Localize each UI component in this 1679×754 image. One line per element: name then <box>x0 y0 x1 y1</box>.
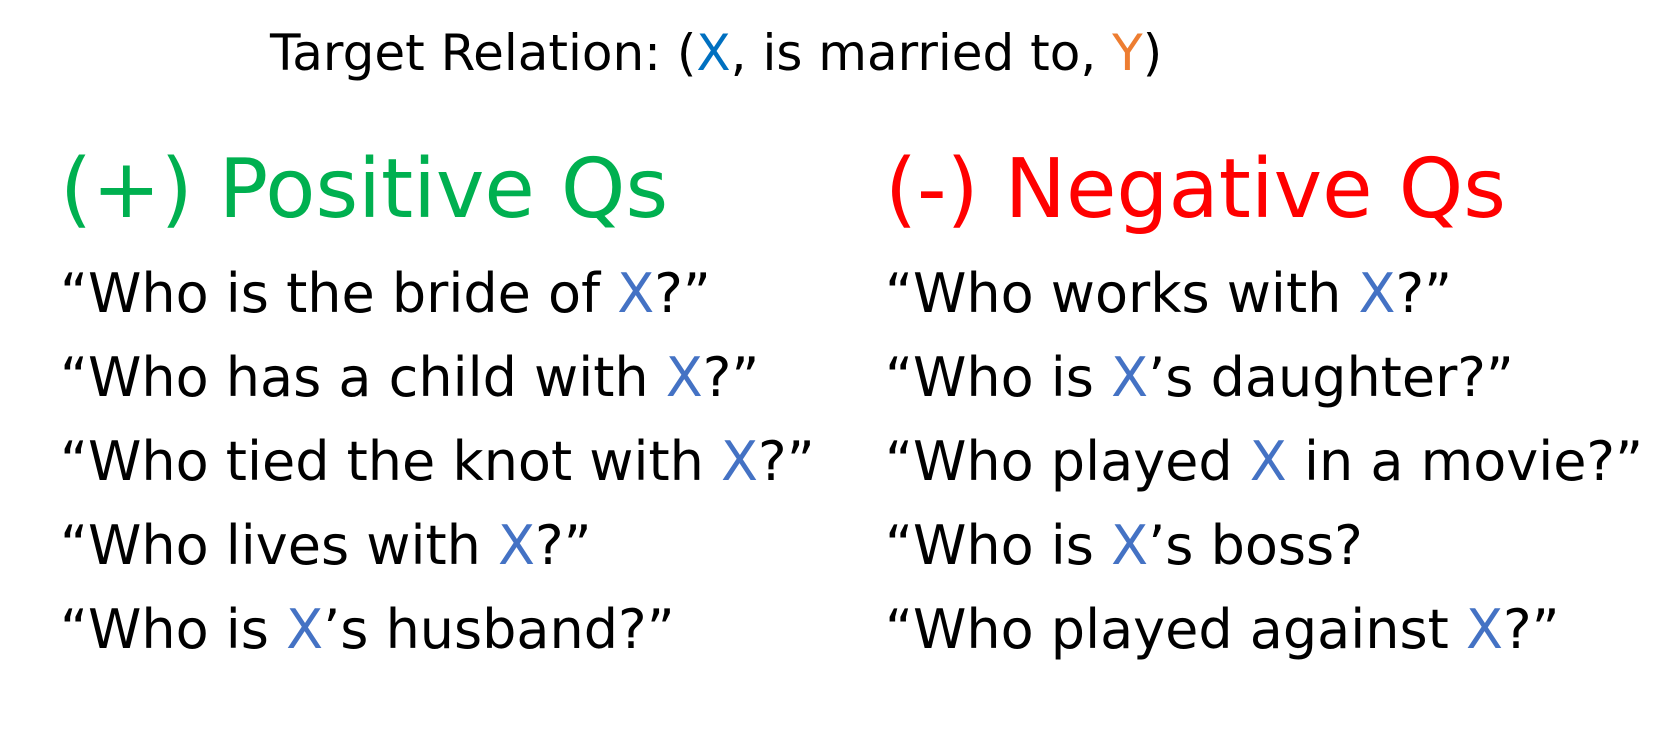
positive-question: “Who is X’s husband?” <box>60 588 815 672</box>
negative-question: “Who played X in a movie?” <box>885 420 1643 504</box>
title-suffix: ) <box>1142 24 1163 82</box>
question-text: “Who played against <box>885 598 1466 661</box>
question-text: “Who works with <box>885 262 1359 325</box>
question-x-variable: X <box>1465 598 1503 661</box>
negative-question: “Who is X’s boss? <box>885 504 1643 588</box>
question-x-variable: X <box>1111 346 1149 409</box>
question-text-end: ’s husband?” <box>323 598 675 661</box>
question-text: “Who tied the knot with <box>60 430 722 493</box>
positive-question: “Who lives with X?” <box>60 504 815 588</box>
title-x-variable: X <box>696 24 731 82</box>
negative-question: “Who played against X?” <box>885 588 1643 672</box>
question-x-variable: X <box>1249 430 1287 493</box>
positive-question: “Who has a child with X?” <box>60 336 815 420</box>
positive-heading: (+) Positive Qs <box>60 142 669 237</box>
question-x-variable: X <box>721 430 759 493</box>
question-text: “Who is <box>60 598 287 661</box>
title-y-variable: Y <box>1112 24 1143 82</box>
question-text: “Who lives with <box>60 514 499 577</box>
question-x-variable: X <box>1358 262 1396 325</box>
title-relation: , is married to, <box>730 24 1113 82</box>
question-text-end: ?” <box>702 346 760 409</box>
negative-question: “Who works with X?” <box>885 252 1643 336</box>
positive-question: “Who tied the knot with X?” <box>60 420 815 504</box>
question-text: “Who played <box>885 430 1250 493</box>
negative-heading: (-) Negative Qs <box>885 142 1506 237</box>
question-text: “Who has a child with <box>60 346 666 409</box>
negative-question: “Who is X’s daughter?” <box>885 336 1643 420</box>
negative-questions-column: (-) Negative Qs “Who works with X?” “Who… <box>885 140 1643 672</box>
question-x-variable: X <box>1111 514 1149 577</box>
question-x-variable: X <box>617 262 655 325</box>
question-x-variable: X <box>665 346 703 409</box>
question-text-end: ’s boss? <box>1148 514 1363 577</box>
question-text-end: ’s daughter?” <box>1148 346 1514 409</box>
question-text-end: ?” <box>535 514 592 577</box>
question-x-variable: X <box>498 514 536 577</box>
target-relation-title: Target Relation: (X, is married to, Y) <box>270 18 1162 88</box>
title-prefix: Target Relation: ( <box>270 24 697 82</box>
question-x-variable: X <box>286 598 324 661</box>
question-text: “Who is <box>885 346 1112 409</box>
question-text-end: in a movie?” <box>1286 430 1644 493</box>
question-text: “Who is <box>885 514 1112 577</box>
question-text-end: ?” <box>758 430 815 493</box>
positive-question: “Who is the bride of X?” <box>60 252 815 336</box>
positive-questions-column: (+) Positive Qs “Who is the bride of X?”… <box>60 140 815 672</box>
question-text-end: ?” <box>654 262 711 325</box>
question-text-end: ?” <box>1395 262 1453 325</box>
question-text-end: ?” <box>1502 598 1560 661</box>
question-text: “Who is the bride of <box>60 262 618 325</box>
